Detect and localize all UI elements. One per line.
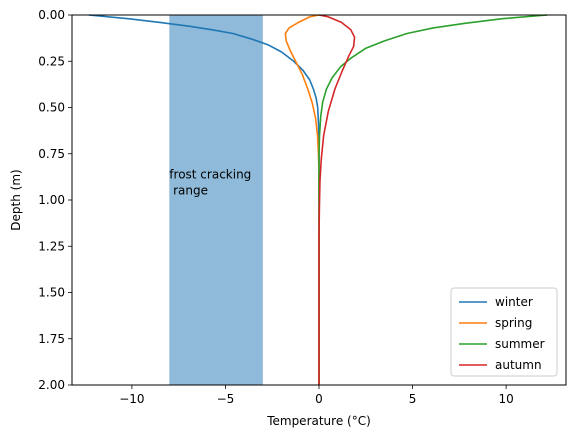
legend-box: [450, 287, 558, 377]
x-axis-label: Temperature (°C): [266, 414, 371, 428]
series-line-spring: [284, 14, 320, 385]
x-tick-label: 10: [498, 392, 513, 406]
frost-cracking-band: [169, 15, 263, 385]
legend-label-summer: summer: [495, 337, 545, 351]
legend: winter spring summer autumn: [450, 287, 558, 377]
y-axis-label: Depth (m): [9, 169, 23, 230]
legend-label-spring: spring: [495, 316, 532, 330]
y-tick-label: 0.25: [38, 54, 65, 68]
x-axis-ticks: −10 −5 0 5 10: [119, 385, 514, 406]
y-axis-ticks: 0.00 0.25 0.50 0.75 1.00 1.25 1.50 1.75 2.00: [38, 8, 72, 392]
series-line-autumn: [318, 14, 356, 385]
legend-label-autumn: autumn: [495, 358, 542, 372]
frost-cracking-label-line-2: range: [169, 183, 208, 197]
x-tick-label: −5: [217, 392, 235, 406]
frost-cracking-region: [169, 15, 263, 385]
x-tick-label: −10: [119, 392, 144, 406]
y-tick-label: 1.50: [38, 286, 65, 300]
y-tick-label: 0.50: [38, 101, 65, 115]
x-tick-label: 5: [409, 392, 417, 406]
series-line-winter: [88, 14, 320, 385]
legend-label-winter: winter: [495, 295, 533, 309]
y-tick-label: 0.75: [38, 147, 65, 161]
frost-cracking-label-line-1: frost cracking: [169, 167, 251, 181]
y-tick-label: 1.75: [38, 332, 65, 346]
series-lines: [88, 14, 548, 385]
y-tick-label: 1.25: [38, 239, 65, 253]
y-tick-label: 1.00: [38, 193, 65, 207]
x-tick-label: 0: [315, 392, 323, 406]
y-tick-label: 2.00: [38, 378, 65, 392]
y-tick-label: 0.00: [38, 8, 65, 22]
